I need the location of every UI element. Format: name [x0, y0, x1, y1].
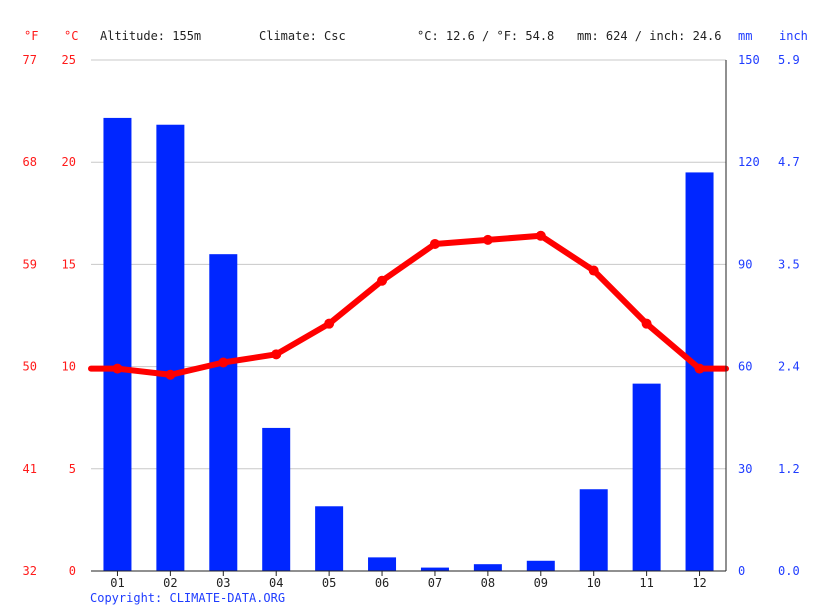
copyright-label: Copyright: CLIMATE-DATA.ORG — [90, 591, 286, 605]
precipitation-bar — [103, 117, 132, 571]
x-tick-label: 05 — [322, 576, 336, 590]
precipitation-bar — [368, 557, 397, 571]
altitude-label: Altitude: 155m — [100, 29, 201, 43]
temperature-line — [88, 232, 729, 378]
temperature-point — [482, 234, 493, 245]
y-tick-inch: 5.9 — [778, 53, 800, 67]
precipitation-bars — [103, 117, 714, 572]
precipitation-bar — [156, 124, 185, 571]
precipitation-bar — [526, 560, 555, 571]
tick-labels: 32 0 0 0.041 5 30 1.250 10 60 2.459 15 90 3.568 20 120… — [23, 53, 800, 590]
fahrenheit-unit-label: °F — [24, 29, 38, 43]
x-tick-label: 11 — [639, 576, 653, 590]
temperature-point — [588, 265, 599, 276]
x-tick-label: 03 — [216, 576, 230, 590]
y-tick-inch: 3.5 — [778, 257, 800, 271]
temperature-point — [324, 318, 335, 329]
temperature-point — [535, 230, 546, 241]
y-tick-mm: 0 — [738, 564, 745, 578]
x-tick-label: 12 — [692, 576, 706, 590]
y-tick-mm: 150 — [738, 53, 760, 67]
axis-layer — [91, 60, 727, 576]
y-tick-inch: 2.4 — [778, 360, 800, 374]
precipitation-bar — [209, 254, 238, 571]
temperature-point — [165, 369, 176, 380]
temperature-point — [271, 349, 282, 360]
temperature-point — [429, 238, 440, 249]
y-tick-celsius: 0 — [69, 564, 76, 578]
y-tick-celsius: 20 — [62, 155, 76, 169]
precipitation-bar — [420, 567, 449, 571]
y-tick-fahrenheit: 50 — [23, 360, 37, 374]
y-tick-celsius: 10 — [62, 360, 76, 374]
temperature-point — [218, 357, 229, 368]
temperature-point — [641, 318, 652, 329]
precipitation-bar — [579, 489, 608, 571]
x-tick-label: 09 — [534, 576, 548, 590]
x-tick-label: 02 — [163, 576, 177, 590]
mm-unit-label: mm — [738, 29, 752, 43]
x-tick-label: 08 — [481, 576, 495, 590]
y-tick-mm: 90 — [738, 257, 752, 271]
y-tick-fahrenheit: 59 — [23, 257, 37, 271]
precipitation-bar — [632, 383, 661, 571]
x-tick-label: 06 — [375, 576, 389, 590]
y-tick-fahrenheit: 68 — [23, 155, 37, 169]
y-tick-celsius: 15 — [62, 257, 76, 271]
precipitation-bar — [315, 506, 344, 571]
precipitation-total-label: mm: 624 / inch: 24.6 — [577, 29, 722, 43]
celsius-unit-label: °C — [64, 29, 78, 43]
temperature-point — [112, 363, 123, 374]
temperature-average-label: °C: 12.6 / °F: 54.8 — [417, 29, 554, 43]
y-tick-mm: 60 — [738, 360, 752, 374]
x-tick-label: 01 — [110, 576, 124, 590]
y-tick-mm: 120 — [738, 155, 760, 169]
y-tick-inch: 0.0 — [778, 564, 800, 578]
y-tick-celsius: 5 — [69, 462, 76, 476]
temperature-point — [377, 275, 388, 286]
temperature-line-layer — [88, 230, 729, 380]
y-tick-mm: 30 — [738, 462, 752, 476]
x-tick-label: 10 — [586, 576, 600, 590]
y-tick-inch: 4.7 — [778, 155, 800, 169]
y-tick-fahrenheit: 77 — [23, 53, 37, 67]
precipitation-bar — [473, 564, 502, 571]
y-tick-fahrenheit: 32 — [23, 564, 37, 578]
precipitation-bar — [262, 427, 291, 571]
y-tick-celsius: 25 — [62, 53, 76, 67]
x-tick-label: 07 — [428, 576, 442, 590]
y-tick-fahrenheit: 41 — [23, 462, 37, 476]
temperature-point — [694, 363, 705, 374]
inch-unit-label: inch — [779, 29, 808, 43]
climate-label: Climate: Csc — [259, 29, 346, 43]
y-tick-inch: 1.2 — [778, 462, 800, 476]
x-tick-label: 04 — [269, 576, 283, 590]
